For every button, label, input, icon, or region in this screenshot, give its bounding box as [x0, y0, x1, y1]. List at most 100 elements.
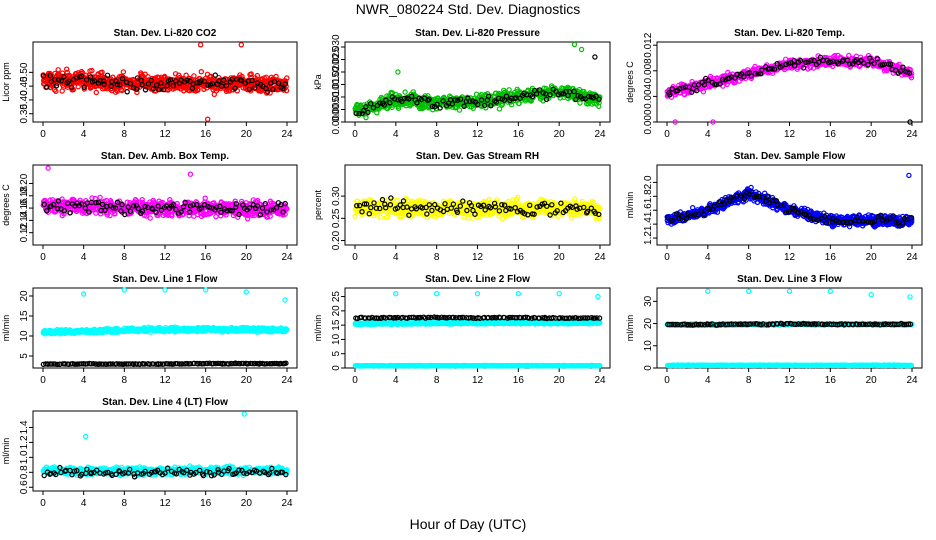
- data-point: [577, 100, 583, 106]
- data-point: [499, 215, 506, 222]
- y-tick-label: 1.8: [643, 189, 654, 203]
- data-point: [402, 89, 408, 95]
- y-tick-label: 0.030: [331, 34, 342, 59]
- outlier-point: [238, 42, 244, 48]
- panel-title: Stan. Dev. Amb. Box Temp.: [101, 151, 229, 162]
- plot-frame: [344, 41, 611, 123]
- data-point: [147, 215, 153, 221]
- outlier-point: [45, 165, 51, 171]
- panel-title: Stan. Dev. Li-820 Temp.: [734, 28, 845, 39]
- x-tick-label: 24: [906, 252, 918, 263]
- outlier-point: [906, 172, 912, 179]
- outlier-point: [578, 46, 585, 53]
- y-axis-label: degrees C: [1, 184, 11, 226]
- outlier-point: [395, 69, 401, 75]
- y-tick-label: 1.2: [643, 231, 654, 245]
- y-tick-label: 0.45: [19, 76, 30, 96]
- x-tick-label: 16: [825, 252, 837, 263]
- data-point: [195, 86, 201, 93]
- data-point: [198, 68, 204, 75]
- outlier-point: [187, 171, 194, 177]
- y-tick-label: 0.50: [19, 62, 30, 82]
- x-tick-label: 12: [159, 252, 171, 263]
- x-tick-label: 12: [784, 252, 796, 263]
- data-point: [107, 212, 113, 219]
- x-tick-label: 16: [513, 252, 525, 263]
- figure-title: NWR_080224 Std. Dev. Diagnostics: [355, 1, 581, 17]
- panel-title: Stan. Dev. Sample Flow: [734, 151, 846, 162]
- data-point: [118, 86, 124, 93]
- y-axis-label: percent: [313, 189, 323, 220]
- data-point: [119, 87, 125, 94]
- panel-3: Stan. Dev. Li-820 Temp.0 4 8 12 16 20 240.0000…: [625, 28, 923, 140]
- data-point: [377, 214, 383, 220]
- data-point: [120, 69, 127, 75]
- x-tick-label: 20: [241, 129, 253, 140]
- x-tick-label: 24: [594, 252, 606, 263]
- y-axis-label: kPa: [313, 74, 323, 90]
- x-tick-label: 24: [281, 129, 293, 140]
- x-tick-label: 20: [241, 252, 253, 263]
- x-tick-label: 20: [866, 129, 878, 140]
- data-point: [134, 89, 140, 96]
- data-point: [456, 107, 463, 113]
- panel-5: Stan. Dev. Gas Stream RH0 4 8 12 16 20 240.200…: [313, 151, 611, 263]
- data-point: [99, 69, 105, 75]
- series-1: [40, 165, 290, 222]
- y-tick-label: 0.008: [643, 58, 654, 83]
- y-axis-label: Licor ppm: [1, 62, 11, 102]
- x-tick-label: 24: [594, 129, 606, 140]
- x-tick-label: 4: [393, 252, 399, 263]
- y-tick-label: 0.012: [643, 32, 654, 57]
- x-tick-label: 8: [434, 129, 440, 140]
- data-point: [97, 194, 103, 201]
- x-tick-label: 4: [81, 129, 87, 140]
- y-tick-label: 0.25: [331, 208, 342, 228]
- data-point: [142, 71, 148, 77]
- data-point: [191, 73, 197, 79]
- y-tick-label: 0.20: [19, 173, 30, 193]
- data-point: [506, 87, 512, 93]
- x-tick-label: 8: [746, 252, 752, 263]
- data-point: [212, 72, 218, 78]
- x-tick-label: 24: [281, 252, 293, 263]
- y-tick-label: 2.0: [643, 175, 654, 189]
- y-axis-label: degrees C: [625, 61, 635, 103]
- x-tick-label: 20: [554, 252, 566, 263]
- outlier-point: [571, 41, 578, 48]
- x-tick-label: 12: [472, 252, 484, 263]
- panel-title: Stan. Dev. Li-820 CO2: [114, 28, 217, 39]
- y-tick-label: 0.000: [643, 109, 654, 134]
- panel-title: Stan. Dev. Li-820 Pressure: [415, 28, 540, 39]
- x-tick-label: 12: [784, 129, 796, 140]
- x-tick-label: 16: [200, 129, 212, 140]
- x-tick-label: 20: [866, 252, 878, 263]
- data-point: [89, 67, 95, 74]
- data-point: [183, 72, 189, 78]
- x-tick-label: 4: [81, 252, 87, 263]
- y-tick-label: 0.40: [19, 90, 30, 110]
- x-tick-label: 12: [472, 129, 484, 140]
- y-axis-label: ml/min: [625, 192, 635, 219]
- data-point: [63, 66, 70, 72]
- data-point: [124, 89, 130, 95]
- x-tick-label: 20: [554, 129, 566, 140]
- series-1: [352, 41, 603, 121]
- data-point: [55, 67, 61, 73]
- y-tick-label: 1.6: [643, 203, 654, 217]
- x-tick-label: 16: [513, 129, 525, 140]
- x-tick-label: 16: [200, 252, 212, 263]
- y-tick-label: 1.4: [643, 217, 654, 231]
- x-tick-label: 4: [705, 129, 711, 140]
- x-tick-label: 12: [159, 129, 171, 140]
- x-tick-label: 0: [40, 129, 46, 140]
- x-tick-label: 0: [664, 129, 670, 140]
- outlier-point: [204, 116, 211, 122]
- x-tick-label: 4: [393, 129, 399, 140]
- x-tick-label: 0: [352, 252, 358, 263]
- panel-4: Stan. Dev. Amb. Box Temp.0 4 8 12 16 20 240.12…: [1, 151, 298, 263]
- data-point: [53, 88, 59, 95]
